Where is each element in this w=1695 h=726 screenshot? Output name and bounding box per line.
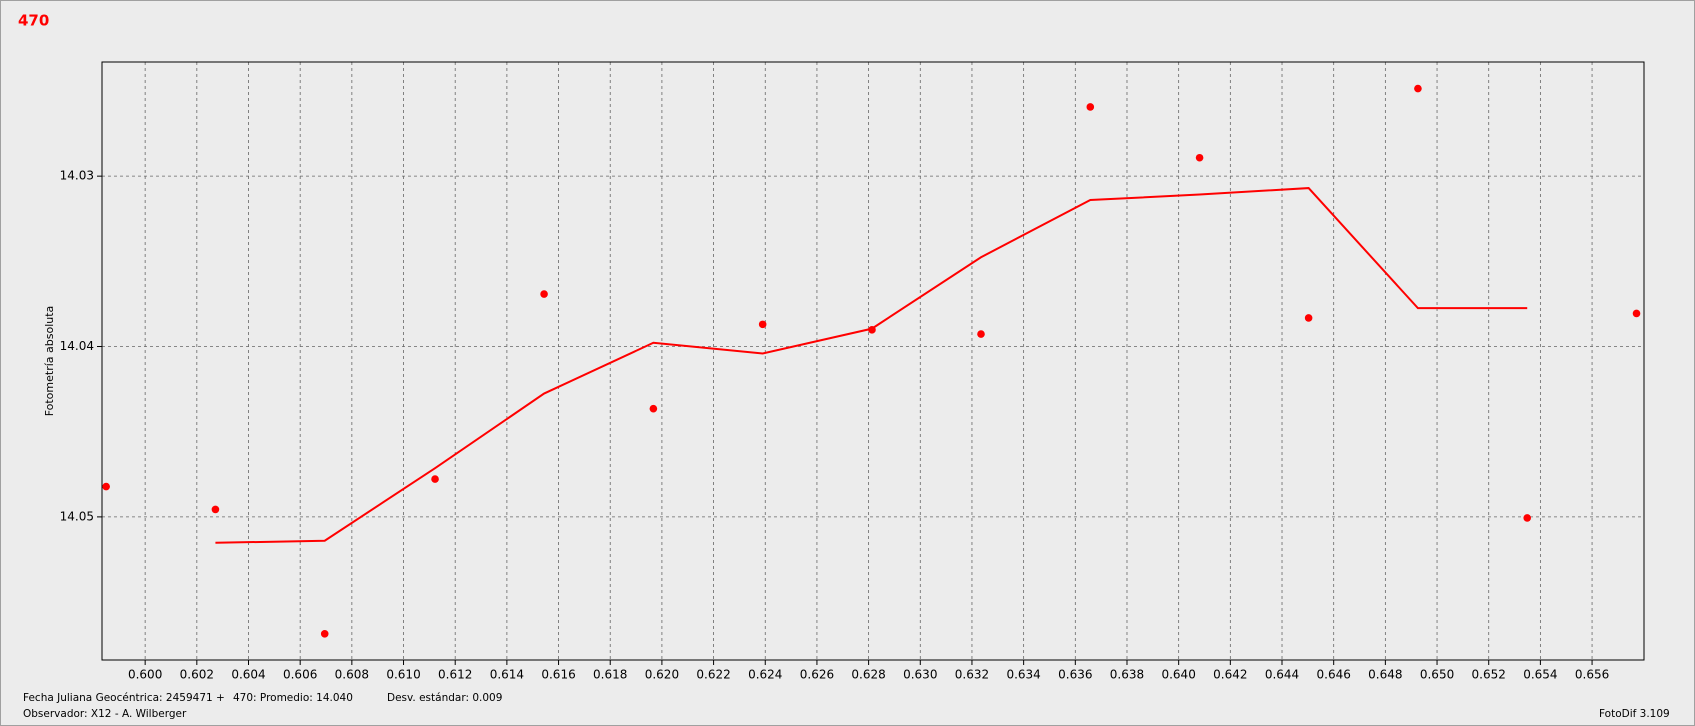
x-tick-label: 0.626 — [800, 668, 834, 682]
x-tick-label: 0.652 — [1472, 668, 1506, 682]
data-point — [320, 629, 329, 638]
data-point — [1523, 514, 1532, 522]
x-tick-label: 0.642 — [1213, 668, 1247, 682]
footer-observer: Observador: X12 - A. Wilberger — [23, 708, 187, 720]
chart-title: 470 — [18, 12, 49, 30]
footer-mean: 470: Promedio: 14.040 — [233, 692, 353, 704]
data-point — [431, 475, 439, 483]
data-point — [649, 404, 658, 413]
x-tick-label: 0.610 — [386, 668, 420, 682]
x-tick-label: 0.618 — [593, 668, 627, 682]
x-tick-label: 0.630 — [903, 668, 937, 682]
data-point — [1195, 153, 1204, 162]
data-point — [1414, 84, 1422, 93]
x-tick-label: 0.644 — [1265, 668, 1299, 682]
x-tick-label: 0.624 — [748, 668, 782, 682]
data-point — [211, 505, 220, 514]
data-point — [1304, 314, 1313, 322]
x-tick-label: 0.646 — [1317, 668, 1351, 682]
x-tick-label: 0.614 — [490, 668, 524, 682]
x-tick-label: 0.650 — [1420, 668, 1454, 682]
x-tick-label: 0.602 — [180, 668, 214, 682]
x-tick-label: 0.628 — [851, 668, 885, 682]
y-axis-label: Fotometría absoluta — [43, 306, 56, 417]
grid — [102, 62, 1644, 660]
x-tick-label: 0.648 — [1368, 668, 1402, 682]
x-tick-label: 0.632 — [955, 668, 989, 682]
x-tick-label: 0.616 — [541, 668, 575, 682]
x-tick-label: 0.640 — [1161, 668, 1195, 682]
x-tick-label: 0.604 — [231, 668, 265, 682]
x-tick-label: 0.656 — [1575, 668, 1609, 682]
data-point — [1632, 309, 1641, 318]
footer-date: Fecha Juliana Geocéntrica: 2459471 + — [23, 692, 225, 704]
x-tick-label: 0.634 — [1006, 668, 1040, 682]
x-tick-label: 0.600 — [128, 668, 162, 682]
plot-frame — [101, 61, 1645, 661]
x-tick-label: 0.622 — [696, 668, 730, 682]
footer-software: FotoDif 3.109 — [1599, 708, 1670, 720]
footer-std: Desv. estándar: 0.009 — [387, 692, 503, 704]
y-tick-label: 14.03 — [60, 169, 94, 183]
data-point — [102, 482, 110, 491]
y-tick-label: 14.04 — [60, 339, 94, 353]
x-tick-label: 0.638 — [1110, 668, 1144, 682]
x-tick-label: 0.606 — [283, 668, 317, 682]
data-point — [977, 330, 985, 338]
y-tick-label: 14.05 — [60, 509, 94, 523]
x-tick-label: 0.654 — [1523, 668, 1557, 682]
data-point — [758, 320, 767, 329]
x-tick-label: 0.620 — [645, 668, 679, 682]
data-point — [540, 290, 548, 298]
average-line — [215, 187, 1528, 544]
x-tick-label: 0.608 — [335, 668, 369, 682]
x-tick-label: 0.612 — [438, 668, 472, 682]
x-tick-label: 0.636 — [1058, 668, 1092, 682]
data-point — [1086, 103, 1095, 111]
